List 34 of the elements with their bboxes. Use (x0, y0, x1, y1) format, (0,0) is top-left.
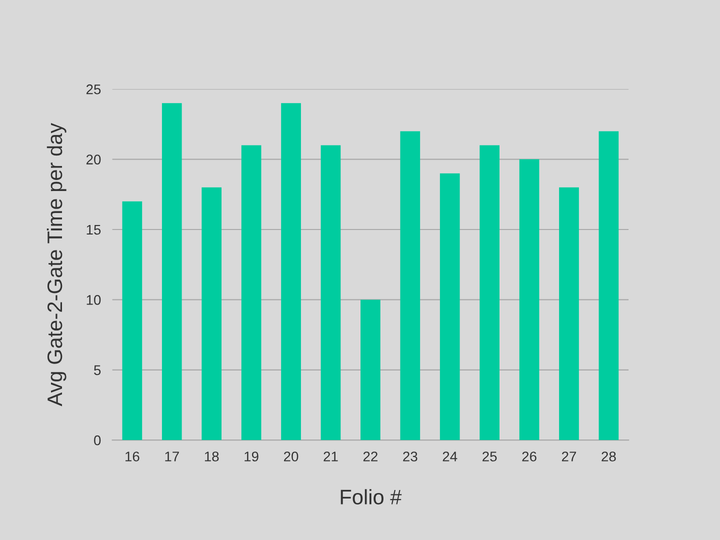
y-tick-label: 15 (86, 224, 101, 235)
x-tick-label: 19 (244, 452, 258, 462)
x-tick-label: 17 (165, 452, 179, 462)
x-tick-label: 26 (522, 452, 536, 462)
bar (162, 103, 182, 440)
x-tick-label: 22 (363, 452, 378, 462)
bar (440, 173, 460, 440)
y-tick-label: 25 (86, 84, 101, 94)
bar (559, 187, 579, 440)
x-tick-label: 21 (324, 452, 338, 462)
bar (122, 201, 142, 440)
x-tick-label: 24 (442, 452, 458, 462)
bar (400, 131, 420, 440)
x-tick-label: 25 (482, 452, 497, 462)
bar (519, 159, 540, 440)
y-axis-title: Avg Gate-2-Gate Time per day (46, 122, 66, 406)
bar (202, 187, 222, 440)
x-tick-label: 16 (126, 452, 140, 462)
x-tick-label: 27 (562, 452, 576, 462)
y-tick-label: 20 (86, 154, 101, 164)
bar (480, 145, 500, 440)
bar (241, 145, 262, 440)
x-tick-label: 18 (204, 452, 219, 462)
bar (320, 145, 341, 440)
x-tick-label: 28 (602, 452, 616, 462)
y-tick-label: 5 (94, 365, 101, 376)
x-tick-label: 23 (403, 452, 418, 462)
x-tick-label: 20 (284, 452, 298, 462)
y-tick-label: 0 (94, 435, 101, 446)
bar (360, 300, 380, 440)
bar (281, 103, 301, 440)
y-tick-label: 10 (86, 295, 101, 305)
x-axis-title: Folio # (340, 489, 402, 504)
bar (598, 131, 619, 440)
